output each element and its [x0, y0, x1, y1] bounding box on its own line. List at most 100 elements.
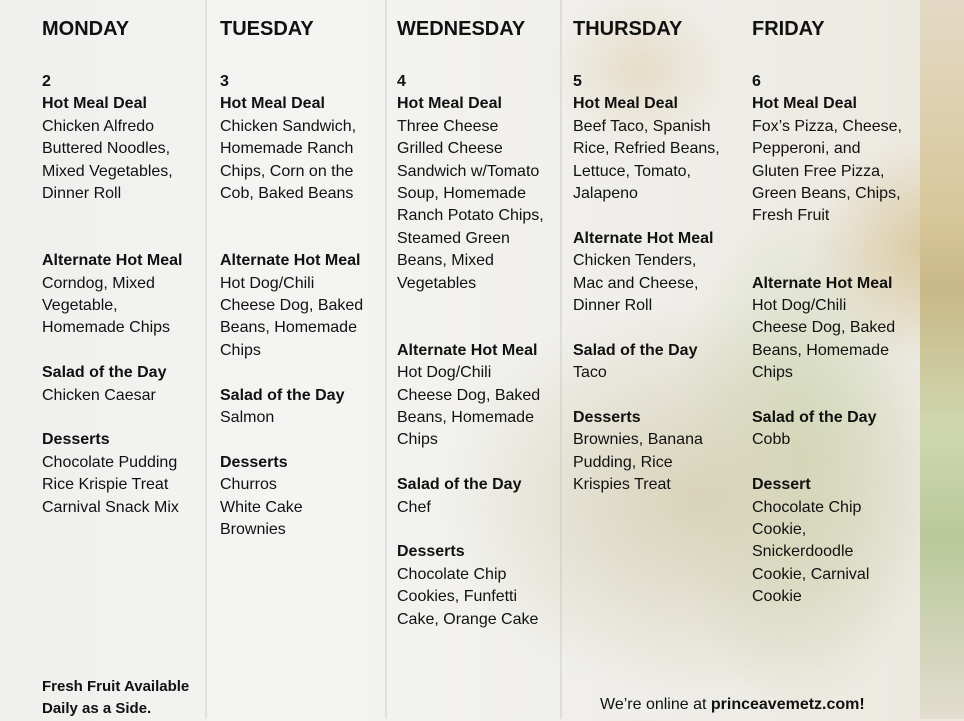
menu-item-line: Ranch Potato Chips,	[397, 207, 544, 225]
section-heading: Alternate Hot Meal	[397, 341, 538, 359]
menu-item-line: Sandwich w/Tomato	[397, 162, 540, 180]
section-heading: Salad of the Day	[220, 386, 345, 404]
section-heading: Salad of the Day	[397, 476, 522, 494]
menu-item-line: Mac and Cheese,	[573, 274, 699, 292]
day-heading: MONDAY	[42, 18, 130, 40]
menu-item-line: Homemade Ranch	[220, 140, 354, 158]
menu-item-line: Hot Dog/Chili	[752, 297, 847, 314]
menu-item-line: Cobb	[752, 431, 791, 449]
menu-item-line: Cookies, Funfetti	[397, 588, 518, 606]
section-heading: Alternate Hot Meal	[573, 229, 714, 247]
section-heading: Desserts	[573, 409, 641, 426]
menu-item-line: Green Beans, Chips,	[752, 185, 901, 202]
menu-item-line: Dinner Roll	[573, 297, 653, 314]
menu-item-line: Beans, Homemade	[397, 409, 534, 426]
menu-item-line: Salmon	[220, 409, 275, 426]
menu-item-line: Brownies, Banana	[573, 431, 703, 449]
section-heading: Alternate Hot Meal	[42, 252, 183, 270]
section-heading: Desserts	[42, 431, 110, 449]
menu-item-line: Buttered Noodles,	[42, 140, 171, 158]
menu-item-line: Cookie	[752, 588, 802, 606]
section-heading: Alternate Hot Meal	[220, 252, 361, 270]
section-heading: Hot Meal Deal	[573, 95, 678, 113]
background-food-image	[920, 0, 964, 719]
menu-item-line: Chicken Sandwich,	[220, 117, 357, 135]
menu-item-line: Soup, Homemade	[397, 185, 526, 202]
day-heading: FRIDAY	[752, 18, 825, 40]
menu-item-line: Homemade Chips	[42, 319, 171, 337]
menu-item-line: Cookie,	[752, 521, 807, 538]
menu-item-line: Taco	[573, 364, 607, 382]
website-link[interactable]: princeavemetz.com!	[710, 696, 865, 713]
menu-item-line: Pudding, Rice	[573, 453, 673, 471]
menu-item-line: Brownies	[220, 521, 286, 538]
menu-item-line: Vegetables	[397, 274, 477, 292]
menu-item-line: Hot Dog/Chili	[397, 364, 492, 382]
menu-item-line: Dinner Roll	[42, 185, 122, 202]
menu-item-line: Chocolate Pudding	[42, 453, 178, 471]
section-heading: Dessert	[752, 476, 811, 494]
menu-item-line: Chips	[220, 341, 261, 359]
online-prefix: We’re online at	[600, 696, 711, 713]
wood-plank-line	[385, 0, 387, 719]
menu-item-line: Steamed Green	[397, 229, 510, 247]
menu-item-line: Corndog, Mixed	[42, 274, 155, 292]
section-heading: Alternate Hot Meal	[752, 274, 893, 292]
fresh-fruit-note-line: Fresh Fruit Available	[42, 678, 190, 695]
section-heading: Hot Meal Deal	[220, 95, 325, 113]
section-heading: Salad of the Day	[573, 341, 698, 359]
menu-item-line: Cheese Dog, Baked	[220, 297, 364, 314]
section-heading: Hot Meal Deal	[397, 95, 502, 113]
date-number: 6	[752, 73, 761, 90]
menu-item-line: Fresh Fruit	[752, 207, 830, 225]
wood-plank-line	[205, 0, 207, 719]
menu-item-line: Chocolate Chip	[752, 498, 862, 516]
section-heading: Desserts	[220, 453, 288, 471]
menu-item-line: Cob, Baked Beans	[220, 185, 354, 202]
day-heading: THURSDAY	[573, 18, 683, 40]
date-number: 3	[220, 73, 229, 90]
menu-item-line: Cheese Dog, Baked	[752, 319, 896, 337]
menu-item-line: Beans, Mixed	[397, 252, 494, 270]
menu-item-line: Three Cheese	[397, 117, 499, 135]
website-note: We’re online at princeavemetz.com!	[600, 696, 865, 714]
menu-item-line: Vegetable,	[42, 297, 118, 314]
menu-item-line: Beans, Homemade	[752, 341, 889, 359]
menu-item-line: Chips	[752, 364, 793, 382]
date-number: 2	[42, 73, 51, 90]
fresh-fruit-note: Fresh Fruit Available Daily as a Side.	[42, 676, 189, 721]
menu-item-line: Krispies Treat	[573, 476, 671, 494]
menu-item-line: Beans, Homemade	[220, 319, 357, 337]
day-heading: WEDNESDAY	[397, 18, 526, 40]
menu-item-line: Chicken Alfredo	[42, 117, 155, 135]
menu-item-line: Rice, Refried Beans,	[573, 140, 720, 158]
menu-item-line: Beef Taco, Spanish	[573, 117, 711, 135]
menu-item-line: Cake, Orange Cake	[397, 610, 539, 628]
menu-item-line: Cookie, Carnival	[752, 565, 870, 583]
menu-item-line: Pepperoni, and	[752, 140, 861, 158]
menu-item-line: Chef	[397, 498, 431, 516]
section-heading: Desserts	[397, 543, 465, 561]
section-heading: Salad of the Day	[42, 364, 167, 382]
menu-item-line: Hot Dog/Chili	[220, 274, 315, 292]
day-heading: TUESDAY	[220, 18, 314, 40]
menu-item-line: Chips	[397, 431, 438, 449]
date-number: 4	[397, 73, 406, 90]
menu-item-line: Chips, Corn on the	[220, 162, 354, 180]
section-heading: Hot Meal Deal	[42, 95, 147, 113]
section-heading: Salad of the Day	[752, 409, 877, 426]
menu-item-line: Gluten Free Pizza,	[752, 162, 885, 180]
menu-item-line: White Cake	[220, 498, 303, 516]
menu-item-line: Snickerdoodle	[752, 543, 854, 561]
wood-plank-line	[560, 0, 562, 719]
menu-item-line: Rice Krispie Treat	[42, 476, 169, 494]
menu-item-line: Grilled Cheese	[397, 140, 503, 158]
menu-item-line: Jalapeno	[573, 185, 638, 202]
menu-item-line: Mixed Vegetables,	[42, 162, 173, 180]
menu-item-line: Chicken Caesar	[42, 386, 156, 404]
menu-item-line: Lettuce, Tomato,	[573, 162, 691, 180]
menu-item-line: Chocolate Chip	[397, 565, 507, 583]
section-heading: Hot Meal Deal	[752, 95, 857, 113]
menu-item-line: Carnival Snack Mix	[42, 498, 179, 516]
fresh-fruit-note-line: Daily as a Side.	[42, 700, 152, 718]
